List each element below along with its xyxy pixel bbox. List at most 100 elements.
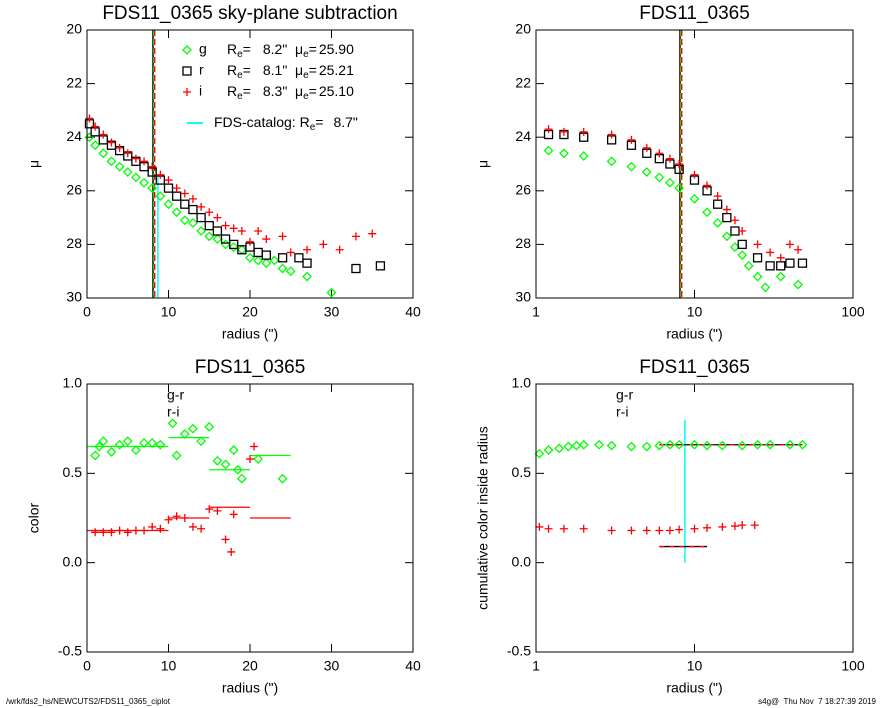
marker (627, 135, 636, 144)
y-tick-label: -0.5 (507, 643, 531, 659)
marker (167, 418, 178, 429)
legend-re: Re= 8.3" (227, 83, 287, 102)
legend-mue: μe= 25.10 (295, 83, 354, 102)
marker (171, 207, 182, 218)
x-tick-label: 40 (405, 658, 421, 674)
marker (183, 88, 191, 96)
marker (163, 199, 174, 210)
marker (674, 439, 685, 450)
text-part: μ (295, 62, 303, 78)
x-tick-label: 30 (324, 658, 340, 674)
marker (107, 138, 116, 147)
marker (579, 524, 588, 533)
text-part: 8.3" (263, 83, 287, 99)
marker (606, 156, 617, 167)
marker (368, 229, 377, 238)
marker (204, 231, 215, 242)
x-tick-label: 1 (532, 658, 540, 674)
marker (641, 441, 652, 452)
marker (98, 436, 109, 447)
marker (713, 199, 723, 209)
marker (302, 258, 312, 268)
marker (765, 439, 776, 450)
marker (221, 221, 230, 230)
marker (106, 446, 117, 457)
marker (245, 252, 255, 263)
plot-frame (535, 29, 854, 299)
marker (794, 245, 803, 254)
marker (196, 436, 207, 447)
marker (212, 455, 223, 466)
marker (690, 524, 699, 533)
text-part: μ (295, 83, 303, 99)
marker (535, 522, 544, 531)
marker (571, 440, 582, 451)
marker (776, 261, 786, 271)
marker (703, 523, 712, 532)
marker (578, 151, 589, 161)
marker (204, 421, 215, 432)
text-part: 8.2" (263, 41, 287, 57)
marker (188, 522, 197, 531)
marker (607, 526, 616, 535)
y-tick-label: 24 (66, 128, 82, 144)
x-tick-label: 0 (83, 658, 91, 674)
marker (626, 161, 637, 172)
marker (626, 441, 637, 452)
legend-mue: μe= 25.90 (295, 41, 354, 60)
marker (236, 244, 247, 255)
marker (544, 125, 553, 134)
marker (713, 192, 722, 201)
marker (213, 506, 222, 515)
marker (131, 526, 140, 535)
marker (114, 161, 125, 172)
x-tick-label: 1 (532, 304, 540, 320)
marker (730, 226, 740, 236)
marker (375, 261, 386, 271)
plot-frame (86, 383, 414, 653)
marker (115, 526, 124, 535)
marker (236, 473, 247, 484)
marker (229, 239, 239, 250)
x-tick-label: 10 (161, 304, 177, 320)
marker (760, 282, 771, 293)
marker (106, 156, 117, 167)
marker (246, 237, 254, 246)
marker (752, 271, 763, 282)
marker (221, 535, 230, 544)
marker (179, 215, 190, 226)
marker (654, 440, 665, 451)
marker (703, 181, 712, 190)
x-tick-label: 10 (687, 304, 703, 320)
marker (607, 130, 616, 139)
x-axis-label: radius (") (222, 326, 278, 342)
y-tick-label: 28 (515, 235, 531, 251)
marker (197, 202, 206, 211)
marker (665, 439, 675, 450)
legend-label: r (199, 62, 204, 78)
marker (188, 194, 197, 203)
x-axis-label: radius (") (666, 680, 722, 696)
marker (172, 184, 181, 193)
marker (689, 439, 700, 450)
marker (123, 528, 132, 537)
marker (122, 436, 133, 447)
marker (737, 239, 747, 250)
marker (655, 149, 664, 158)
marker (717, 440, 728, 451)
marker (182, 45, 192, 55)
legend-label: r-i (616, 404, 628, 420)
text-part: e (237, 70, 243, 81)
marker (738, 227, 747, 235)
marker (182, 66, 192, 76)
marker (163, 183, 174, 193)
text-part: e (310, 122, 316, 133)
marker (139, 177, 149, 188)
marker (702, 440, 712, 451)
marker (776, 253, 785, 262)
marker (351, 263, 361, 274)
y-tick-label: 30 (66, 289, 82, 305)
marker (335, 245, 344, 254)
